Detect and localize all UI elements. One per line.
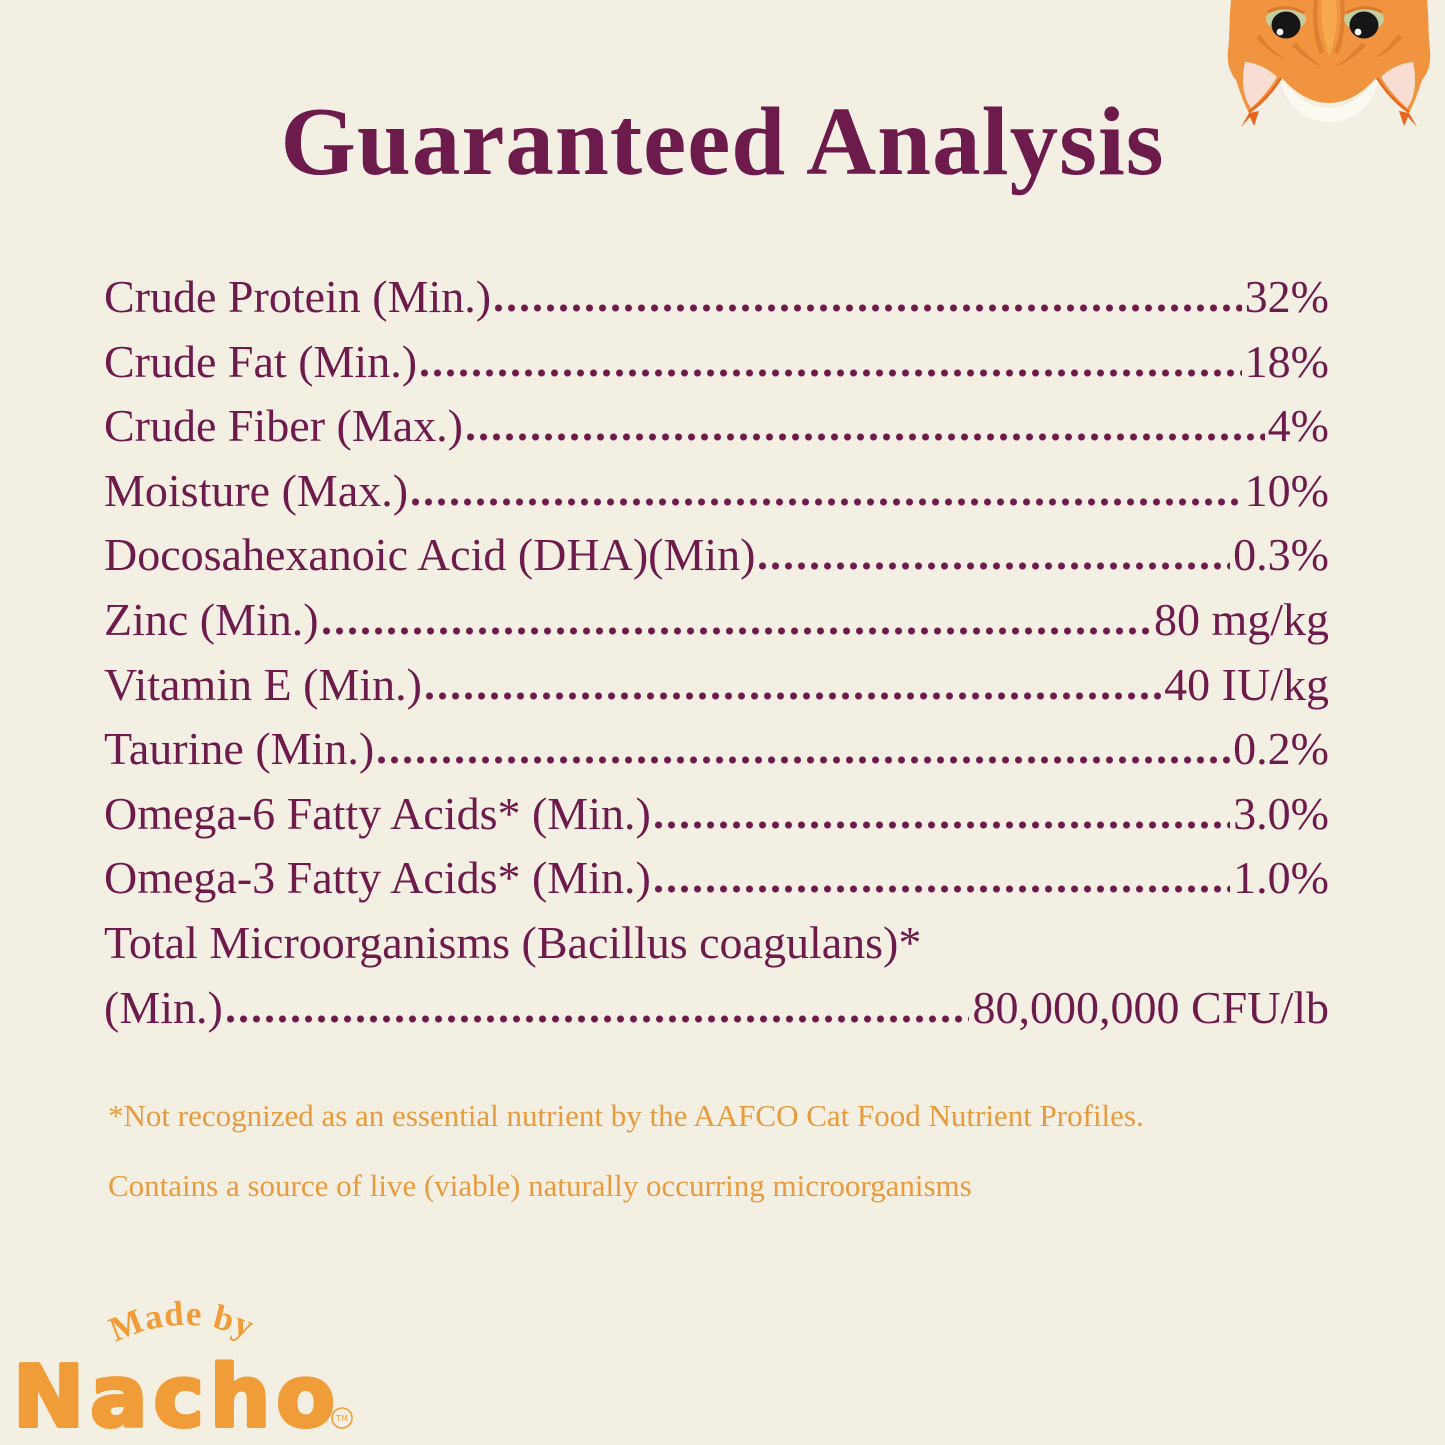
page-title: Guaranteed Analysis [280, 88, 1165, 195]
nutrient-label: Taurine (Min.) [104, 723, 375, 775]
nutrient-value: 3.0% [1233, 787, 1329, 839]
nutrient-label: Zinc (Min.) [104, 593, 319, 645]
nutrient-label: Crude Fat (Min.) [104, 335, 418, 387]
nutrient-value: 80,000,000 CFU/lb [972, 981, 1329, 1033]
nutrient-value: 0.3% [1233, 529, 1329, 581]
analysis-row: Omega-6 Fatty Acids* (Min.) 3.0% [104, 787, 1329, 852]
analysis-row: (Min.) 80,000,000 CFU/lb [104, 981, 1329, 1046]
analysis-list: Crude Protein (Min.) 32% Crude Fat (Min.… [104, 270, 1329, 1045]
dot-leader [654, 820, 1231, 829]
analysis-row: Moisture (Max.) 10% [104, 464, 1329, 529]
trademark-symbol: TM [335, 1414, 348, 1423]
analysis-row: Taurine (Min.) 0.2% [104, 722, 1329, 787]
nutrient-value: 1.0% [1233, 852, 1329, 904]
analysis-row: Zinc (Min.) 80 mg/kg [104, 593, 1329, 658]
logo-tagline: Made by [104, 1294, 259, 1350]
nutrient-label: Omega-3 Fatty Acids* (Min.) [104, 852, 651, 904]
dot-leader [226, 1014, 970, 1023]
nutrient-label: Omega-6 Fatty Acids* (Min.) [104, 787, 651, 839]
footnote: *Not recognized as an essential nutrient… [108, 1100, 1365, 1240]
nutrient-value: 40 IU/kg [1164, 658, 1329, 710]
nutrient-value: 4% [1267, 400, 1329, 452]
nutrient-label: Total Microorganisms (Bacillus coagulans… [104, 916, 922, 968]
analysis-row: Crude Protein (Min.) 32% [104, 270, 1329, 335]
nutrient-value: 32% [1244, 271, 1329, 322]
dot-leader [322, 626, 1151, 635]
dot-leader [378, 756, 1231, 765]
analysis-row: Total Microorganisms (Bacillus coagulans… [104, 916, 1329, 981]
nutrient-label: Crude Protein (Min.) [104, 271, 492, 322]
nutrient-value: 0.2% [1233, 723, 1329, 775]
trademark-circle [331, 1407, 353, 1429]
cat-peeking-icon [1227, 0, 1431, 127]
dot-leader [425, 691, 1162, 700]
nutrient-value: 18% [1244, 335, 1329, 387]
analysis-row: Omega-3 Fatty Acids* (Min.) 1.0% [104, 851, 1329, 916]
dot-leader [412, 497, 1242, 506]
analysis-row: Docosahexanoic Acid (DHA)(Min) 0.3% [104, 528, 1329, 593]
footnote-line-1: *Not recognized as an essential nutrient… [108, 1098, 1144, 1133]
logo-brand: Nacho [13, 1348, 341, 1442]
analysis-row: Crude Fiber (Max.) 4% [104, 399, 1329, 464]
nutrient-label: Vitamin E (Min.) [104, 658, 422, 710]
footnote-line-2: Contains a source of live (viable) natur… [108, 1168, 972, 1203]
nutrient-value: 80 mg/kg [1153, 593, 1329, 645]
dot-leader [495, 304, 1242, 312]
nutrient-label: Moisture (Max.) [104, 464, 409, 516]
nutrient-label: Docosahexanoic Acid (DHA)(Min) [104, 529, 756, 581]
dot-leader [759, 562, 1231, 571]
dot-leader [466, 433, 1265, 442]
nutrient-label: Crude Fiber (Max.) [104, 400, 463, 452]
made-by-nacho-logo: Made by Nacho TM [11, 1294, 353, 1442]
dot-leader [421, 368, 1242, 377]
nutrient-value: 10% [1244, 464, 1329, 516]
dot-leader [654, 885, 1231, 894]
analysis-row: Crude Fat (Min.) 18% [104, 335, 1329, 400]
analysis-row: Vitamin E (Min.) 40 IU/kg [104, 658, 1329, 723]
nutrient-label: (Min.) [104, 981, 223, 1033]
svg-text:Made by: Made by [104, 1294, 260, 1350]
